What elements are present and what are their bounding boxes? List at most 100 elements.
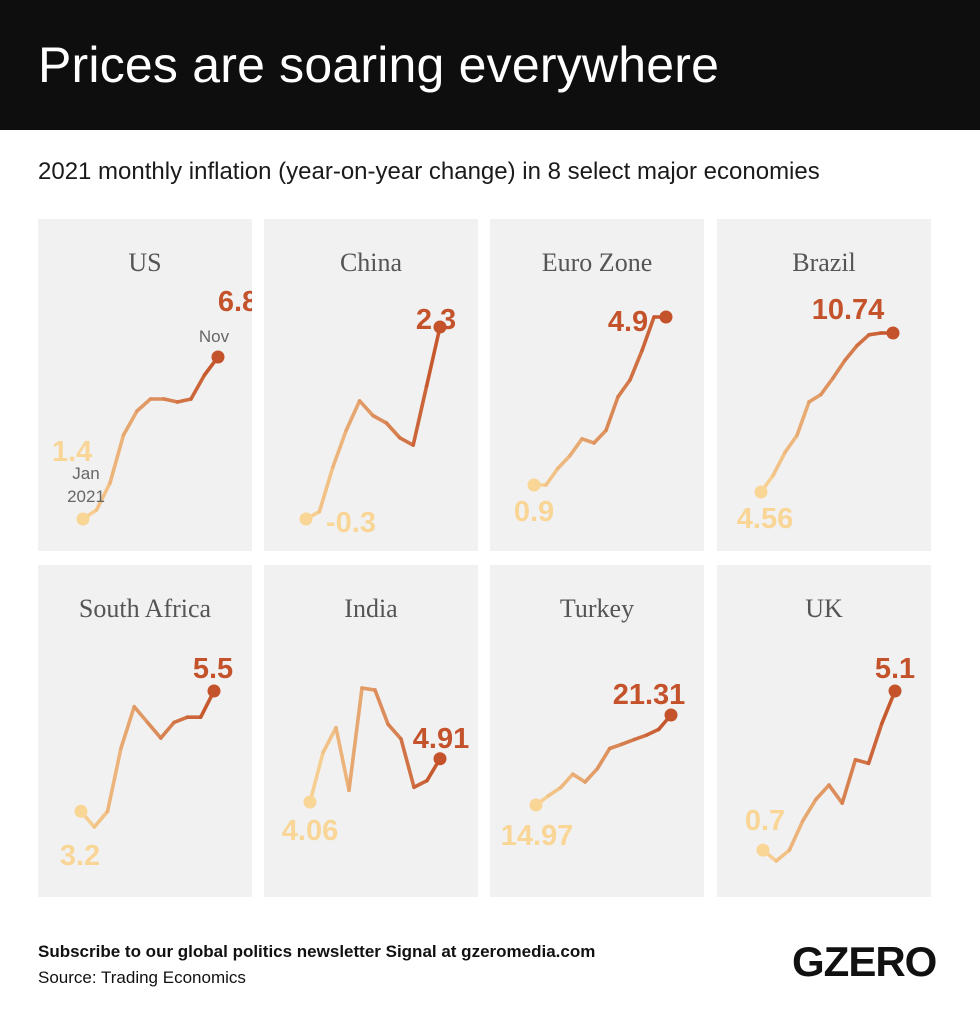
end-value-label: 5.1 [875,653,915,685]
line-segment [373,688,390,726]
line-segment [795,400,811,438]
line-segment [807,392,823,404]
line-segment [571,772,587,784]
panel-us: US 1.4 6.8 Jan 2021 Nov [38,219,252,551]
end-point [888,684,902,698]
chart-brazil: Brazil 4.56 10.74 [737,248,900,535]
line-segment [855,333,871,348]
line-segment [412,778,429,790]
end-point [886,326,900,340]
panel-title: Euro Zone [542,248,652,277]
line-segment [135,397,153,413]
end-point [664,708,678,722]
line-segment [121,409,139,437]
line-segment [800,797,818,824]
panel-title: Turkey [560,594,634,623]
line-segment [568,437,584,458]
start-value-label: 0.7 [745,805,785,837]
line-segment [108,433,126,485]
line-segment [843,343,859,363]
line-segment [424,325,442,388]
chart-turkey: Turkey 14.97 21.31 [501,594,686,852]
end-date-note: Nov [199,327,230,346]
start-point [76,512,90,526]
line-segment [787,819,805,852]
panel-title: India [344,594,398,623]
panel-turkey: Turkey 14.97 21.31 [490,565,704,897]
end-point [433,752,447,766]
line-segment [604,395,620,433]
line-segment [580,437,596,445]
line-segment [321,725,338,755]
end-value-label: 6.8 [218,286,252,318]
panel-title: UK [805,594,843,623]
chart-us: US 1.4 6.8 Jan 2021 Nov [52,248,252,526]
line-segment [640,315,656,353]
start-value-label: 14.97 [501,820,574,852]
line-segment [398,435,415,447]
line-segment [175,397,193,404]
line-segment [558,772,575,790]
end-value-label: 4.9 [608,306,648,338]
line-segment [360,686,377,692]
start-date-note: Jan [72,464,99,483]
chart-subtitle: 2021 monthly inflation (year-on-year cha… [38,158,820,185]
line-segment [867,331,883,337]
line-segment [159,720,176,740]
line-segment [119,704,136,751]
chart-china: China -0.3 2.3 [299,248,456,539]
line-segment [814,783,831,802]
panel-title: South Africa [79,594,212,623]
end-point [659,310,673,324]
line-segment [556,453,572,470]
start-point [299,512,313,526]
end-value-label: 5.5 [193,653,233,685]
start-value-label: 1.4 [52,436,92,468]
line-segment [132,704,150,725]
line-segment [853,757,871,766]
line-segment [347,686,364,793]
start-value-label: -0.3 [326,507,376,539]
panel-title: US [128,248,161,277]
line-segment [172,715,190,725]
page-title: Prices are soaring everywhere [38,37,720,93]
end-point [211,350,225,364]
line-segment [840,757,858,805]
end-value-label: 21.31 [613,679,686,711]
line-segment [308,750,325,804]
panel-india: India 4.06 4.91 [264,565,478,897]
line-segment [583,766,600,784]
line-segment [344,399,362,433]
line-segment [592,428,608,445]
start-point [756,843,770,857]
subscribe-note: Subscribe to our global politics newslet… [38,942,596,961]
line-segment [317,465,335,514]
end-point [433,320,447,334]
line-segment [774,848,792,863]
line-segment [145,720,163,740]
start-point [303,795,317,809]
line-segment [162,397,180,404]
line-segment [94,481,112,512]
line-segment [371,413,389,425]
line-segment [357,399,375,418]
panel-uk: UK 0.7 5.1 [717,565,931,897]
line-segment [628,348,644,382]
start-point [527,478,541,492]
panel-title: China [340,248,403,277]
end-value-label: 4.91 [413,723,469,755]
end-point [207,684,221,698]
line-segment [399,737,416,790]
line-segment [92,809,110,829]
chart-india: India 4.06 4.91 [282,594,469,847]
line-segment [331,428,348,470]
line-segment [632,733,649,742]
gzero-logo: GZERO [792,938,937,985]
chart-euro-zone: Euro Zone 0.9 4.9 [514,248,673,528]
header-banner: Prices are soaring everywhere [0,0,980,130]
line-segment [384,421,402,440]
start-point [74,804,88,818]
line-segment [546,785,563,798]
line-segment [771,450,787,478]
line-segment [783,433,799,455]
